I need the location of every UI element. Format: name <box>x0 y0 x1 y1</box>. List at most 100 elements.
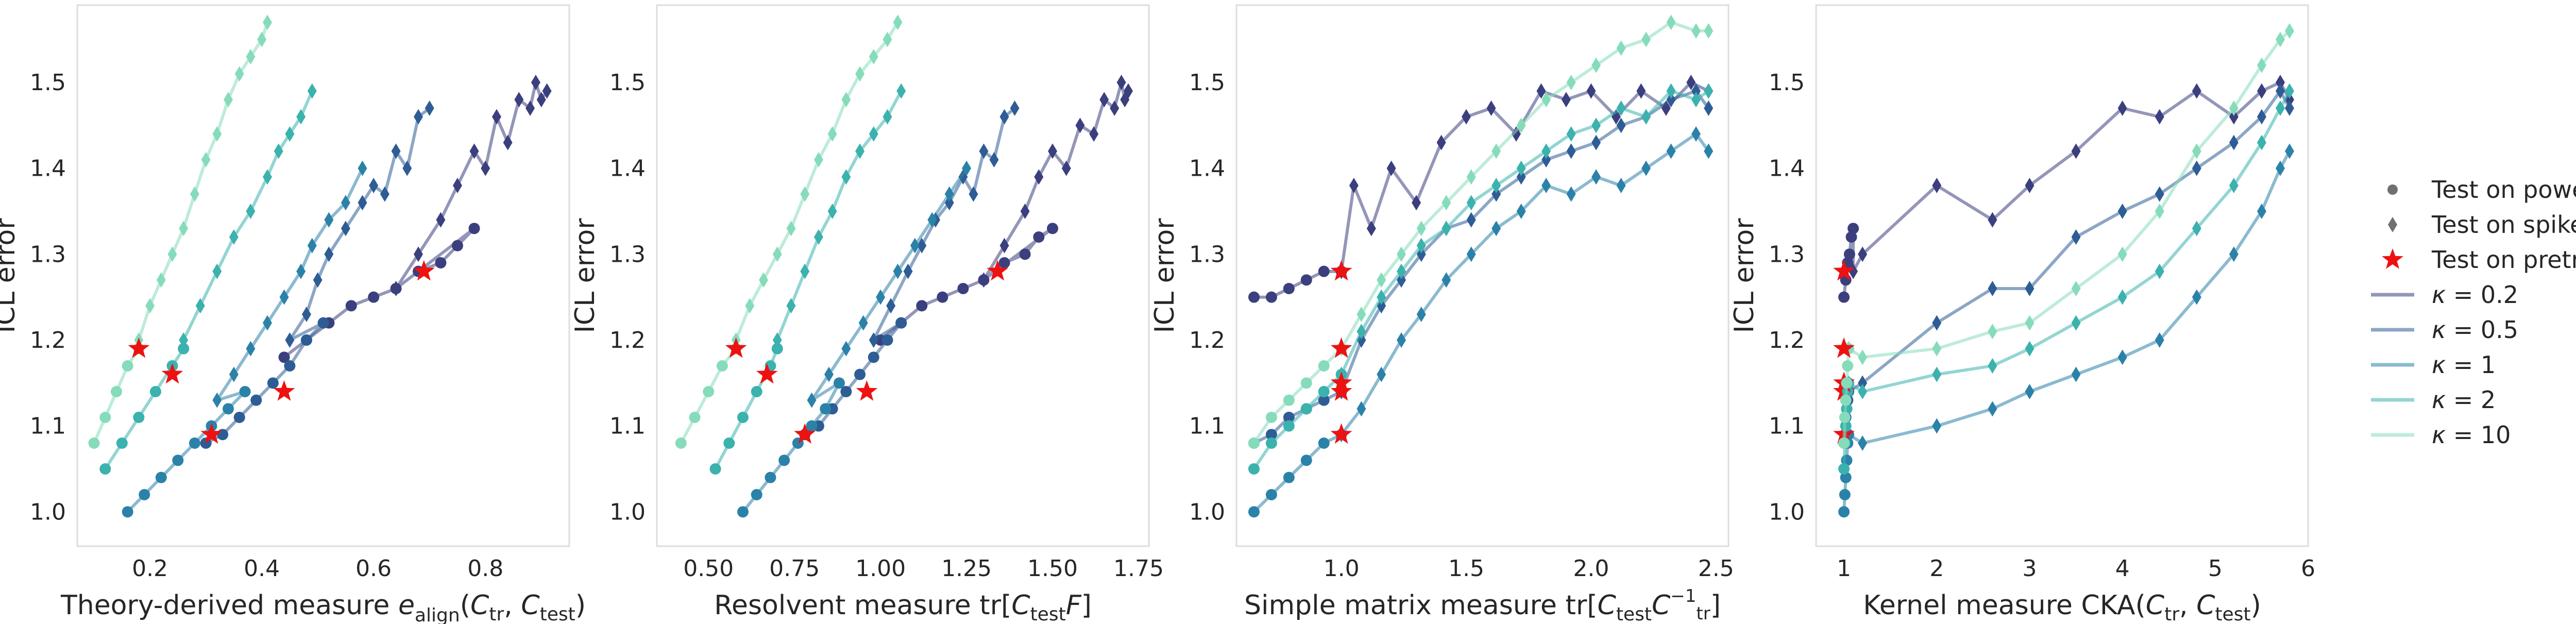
spiked-point <box>1704 23 1714 39</box>
chart-panel-2: 1.0 1.1 1.2 1.3 1.4 1.5 0.50 0.75 1.00 1.25 1.50 1.… <box>570 4 1164 624</box>
powerlaw-point <box>1839 489 1851 500</box>
spiked-point <box>2257 134 2266 150</box>
powerlaw-point <box>110 386 122 397</box>
spiked-point <box>2117 204 2127 219</box>
spiked-point <box>893 263 903 279</box>
legend-label: Test on powerlaw <box>2431 176 2576 204</box>
powerlaw-point <box>895 317 907 329</box>
powerlaw-point <box>1300 274 1312 286</box>
y-axis-label: ICL error <box>1149 218 1180 333</box>
series-line <box>1842 150 2291 512</box>
powerlaw-point <box>737 506 749 518</box>
spiked-point <box>1123 83 1133 99</box>
spiked-point <box>1566 186 1576 202</box>
spiked-point <box>1466 169 1476 185</box>
series-line <box>1252 21 1709 444</box>
spiked-point <box>2117 289 2127 305</box>
powerlaw-point <box>689 412 701 423</box>
spiked-point <box>229 229 239 245</box>
spiked-point <box>1932 341 1942 357</box>
spiked-point <box>1616 40 1626 56</box>
y-tick-label: 1.3 <box>30 241 66 267</box>
spiked-point <box>2284 100 2294 116</box>
spiked-point <box>2155 109 2164 125</box>
spiked-point <box>824 366 834 382</box>
spiked-point <box>962 160 972 176</box>
spiked-point <box>2155 332 2164 348</box>
powerlaw-point <box>1033 231 1045 243</box>
y-axis-label: ICL error <box>0 218 21 333</box>
spiked-point <box>341 221 350 237</box>
powerlaw-point <box>1265 437 1277 449</box>
spiked-point <box>1466 195 1476 211</box>
spiked-point <box>1932 366 1942 382</box>
spiked-point <box>2025 341 2035 357</box>
spiked-point <box>380 186 389 202</box>
legend-label: Test on pretrain <box>2431 246 2576 274</box>
spiked-point <box>1436 134 1446 150</box>
powerlaw-point <box>451 240 463 251</box>
spiked-point <box>1566 143 1576 159</box>
legend-item: Test on spiked signal <box>2388 211 2576 239</box>
pretrain-point <box>1833 337 1855 358</box>
y-tick-label: 1.3 <box>1189 241 1225 267</box>
legend-circle-marker <box>2387 184 2398 195</box>
powerlaw-point <box>998 257 1010 268</box>
plot-frame <box>1815 4 2309 547</box>
spiked-point <box>1516 117 1526 133</box>
powerlaw-point <box>172 454 184 466</box>
spiked-point <box>301 307 311 322</box>
x-tick-label: 2 <box>1929 555 1944 582</box>
spiked-point <box>1386 160 1396 176</box>
spiked-point <box>1636 83 1646 99</box>
x-tick-label: 0.6 <box>355 555 392 582</box>
powerlaw-point <box>284 360 296 372</box>
spiked-point <box>979 143 989 159</box>
legend-item: κ = 0.5 <box>2371 316 2518 344</box>
powerlaw-point <box>1265 412 1277 423</box>
spiked-point <box>1858 384 1868 399</box>
powerlaw-point <box>771 343 783 355</box>
pretrain-point <box>725 337 747 358</box>
spiked-point <box>2229 134 2239 150</box>
spiked-point <box>1099 92 1109 108</box>
spiked-point <box>514 92 524 108</box>
spiked-point <box>1442 221 1451 237</box>
powerlaw-point <box>1840 394 1852 406</box>
series-kappa-0.2 <box>278 75 552 363</box>
series-line <box>1842 90 2291 469</box>
spiked-point <box>279 289 289 305</box>
spiked-point <box>296 109 306 125</box>
powerlaw-point <box>675 437 687 449</box>
x-tick-label: 3 <box>2022 555 2037 582</box>
spiked-point <box>1932 178 1942 193</box>
spiked-point <box>307 83 317 99</box>
y-tick-label: 1.4 <box>609 156 646 182</box>
powerlaw-point <box>1283 394 1295 406</box>
spiked-point <box>2025 281 2035 296</box>
x-tick-label: 0.4 <box>244 555 280 582</box>
spiked-point <box>492 109 501 125</box>
spiked-point <box>2071 143 2081 159</box>
spiked-point <box>745 298 755 314</box>
x-tick-label: 1.00 <box>855 555 906 582</box>
spiked-point <box>1691 92 1701 108</box>
series-kappa-0.5 <box>200 100 434 449</box>
spiked-point <box>1616 117 1626 133</box>
powerlaw-point <box>1840 471 1852 483</box>
series-kappa-0.2 <box>1248 75 1714 303</box>
x-tick-label: 1.5 <box>1448 555 1484 582</box>
spiked-point <box>1704 143 1714 159</box>
powerlaw-point <box>1318 265 1330 277</box>
powerlaw-point <box>1265 291 1277 303</box>
powerlaw-point <box>155 471 167 483</box>
spiked-point <box>772 332 782 348</box>
series-line <box>1252 132 1710 513</box>
y-tick-label: 1.3 <box>609 241 646 267</box>
powerlaw-point <box>1838 463 1850 475</box>
spiked-point <box>1357 401 1366 417</box>
powerlaw-point <box>716 360 728 372</box>
spiked-point <box>1591 57 1601 73</box>
powerlaw-point <box>751 386 762 397</box>
